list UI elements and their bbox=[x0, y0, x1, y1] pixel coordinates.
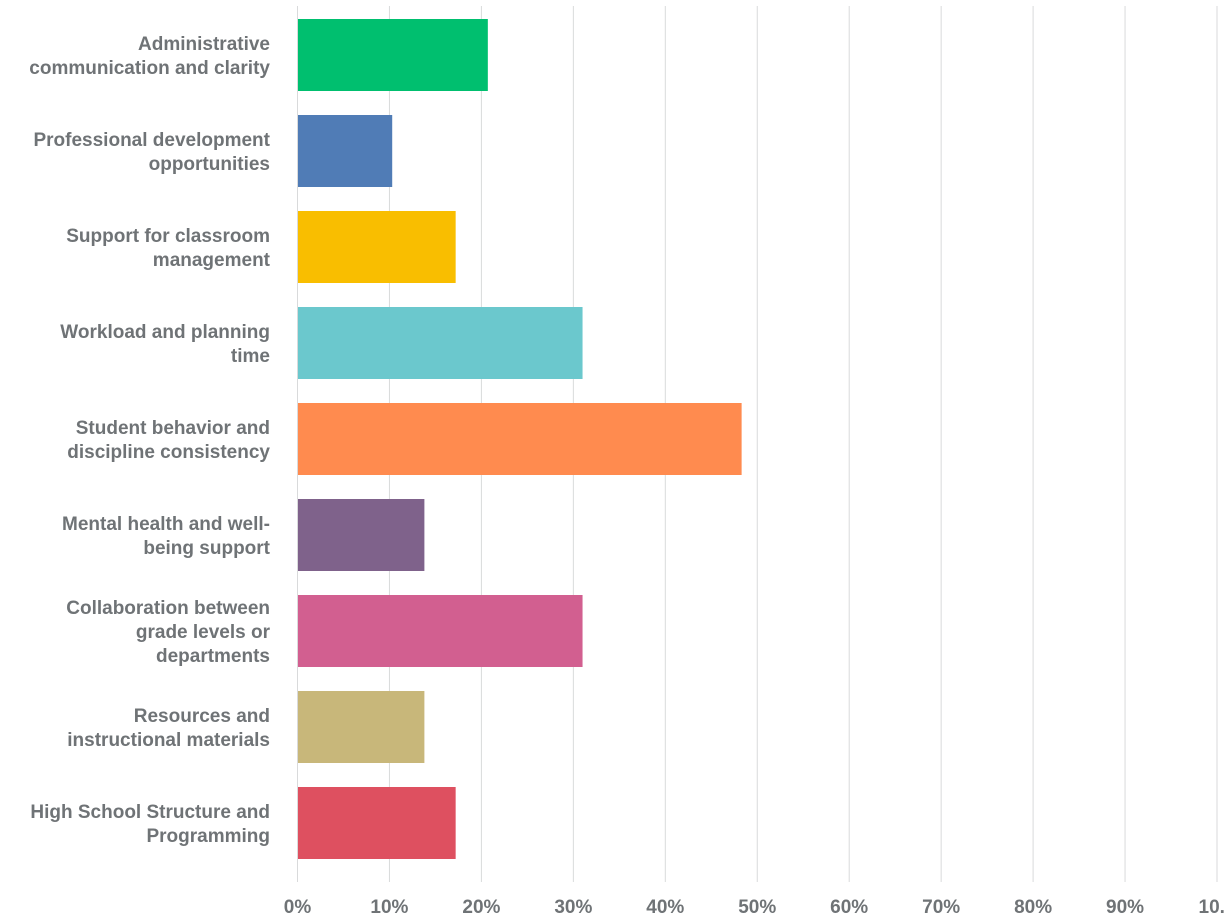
category-label: Resources and instructional materials bbox=[67, 706, 270, 751]
category-label-line: Collaboration between bbox=[66, 598, 270, 619]
category-label: Professional development opportunities bbox=[33, 130, 270, 175]
category-label: Student behavior and discipline consisten… bbox=[67, 418, 270, 463]
bar-layer bbox=[298, 19, 742, 859]
category-label-line: Mental health and well- bbox=[62, 514, 270, 535]
category-label-line: High School Structure and bbox=[30, 802, 270, 823]
bar[interactable] bbox=[298, 595, 583, 667]
category-label-line: grade levels or bbox=[136, 622, 271, 643]
category-label-line: Resources and bbox=[134, 706, 270, 727]
category-label-line: Administrative bbox=[138, 34, 270, 55]
x-axis-tick-labels: 0% 10% 20% 30% 40% 50% 60% 70% 80% 90% 10... bbox=[284, 897, 1225, 918]
category-label: High School Structure and Programming bbox=[30, 802, 270, 847]
category-label-line: being support bbox=[143, 538, 270, 559]
x-tick-label: 30% bbox=[554, 897, 592, 918]
category-label: Mental health and well-being support bbox=[62, 514, 271, 559]
bar[interactable] bbox=[298, 19, 488, 91]
category-label: Administrative communication and clarity bbox=[29, 34, 270, 79]
x-tick-label: 70% bbox=[922, 897, 960, 918]
category-label: Support for classroom management bbox=[66, 226, 270, 271]
x-tick-label: 90% bbox=[1106, 897, 1144, 918]
category-labels: Administrative communication and clarity P… bbox=[29, 34, 270, 847]
category-label-line: management bbox=[153, 250, 271, 271]
category-label-line: communication and clarity bbox=[29, 58, 270, 79]
x-tick-label: 0% bbox=[284, 897, 312, 918]
x-tick-label: 10... bbox=[1199, 897, 1225, 918]
bar[interactable] bbox=[298, 115, 393, 187]
category-label-line: Professional development bbox=[33, 130, 270, 151]
bar[interactable] bbox=[298, 403, 742, 475]
category-label-line: Student behavior and bbox=[76, 418, 270, 439]
category-label: Collaboration between grade levels or depa… bbox=[66, 598, 270, 667]
x-tick-label: 50% bbox=[738, 897, 776, 918]
category-label-line: Support for classroom bbox=[66, 226, 270, 247]
bar[interactable] bbox=[298, 499, 425, 571]
category-label-line: opportunities bbox=[149, 154, 270, 175]
category-label-line: departments bbox=[156, 646, 270, 667]
category-label-line: time bbox=[231, 346, 270, 367]
bar[interactable] bbox=[298, 691, 425, 763]
category-label-line: Workload and planning bbox=[60, 322, 270, 343]
x-tick-label: 80% bbox=[1014, 897, 1052, 918]
bar[interactable] bbox=[298, 307, 583, 379]
category-label: Workload and planning time bbox=[60, 322, 270, 367]
bar[interactable] bbox=[298, 211, 456, 283]
x-tick-label: 20% bbox=[462, 897, 500, 918]
category-label-line: instructional materials bbox=[67, 730, 270, 751]
bar[interactable] bbox=[298, 787, 456, 859]
x-tick-label: 40% bbox=[646, 897, 684, 918]
category-label-line: Programming bbox=[146, 826, 270, 847]
category-label-line: discipline consistency bbox=[67, 442, 270, 463]
x-tick-label: 10% bbox=[370, 897, 408, 918]
x-tick-label: 60% bbox=[830, 897, 868, 918]
